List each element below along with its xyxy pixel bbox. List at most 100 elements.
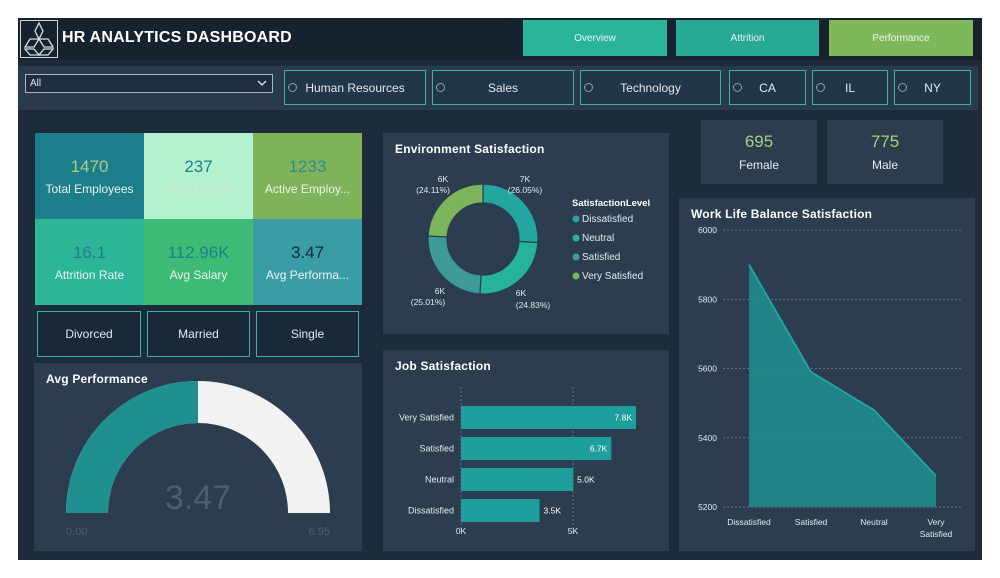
gauge-max-label: 6.95 bbox=[309, 526, 330, 538]
donut-percent-satisfied: (25.01%) bbox=[411, 297, 446, 307]
work-life-balance-panel: Work Life Balance Satisfaction 6000 5800 5… bbox=[679, 198, 975, 551]
marital-married-button[interactable]: Married bbox=[147, 311, 250, 357]
kpi-active-employees: 1233 Active Employ... bbox=[253, 133, 362, 219]
filter-dropdown-value: All bbox=[30, 78, 42, 89]
x-label-satisfied: Satisfied bbox=[795, 517, 828, 527]
slicer-technology[interactable]: Technology bbox=[580, 70, 721, 105]
slicer-label: CA bbox=[759, 80, 776, 95]
legend-item-satisfied: Satisfied bbox=[582, 252, 620, 263]
legend-item-dissatisfied: Dissatisfied bbox=[582, 214, 633, 225]
donut-label-very-satisfied: 6K bbox=[438, 174, 449, 184]
slicer-ny[interactable]: NY bbox=[894, 70, 971, 105]
gauge-chart: 3.47 0.00 6.95 bbox=[66, 381, 330, 538]
kpi-avg-salary: 112.96K Avg Salary bbox=[144, 219, 253, 305]
work-life-balance-title: Work Life Balance Satisfaction bbox=[691, 207, 873, 221]
kpi-value: 3.47 bbox=[290, 242, 325, 262]
page-title: HR ANALYTICS DASHBOARD bbox=[62, 29, 292, 46]
bar-value-neutral: 5.0K bbox=[577, 475, 595, 485]
gauge-value: 3.47 bbox=[165, 479, 231, 517]
x-label-very-satisfied: Satisfied bbox=[920, 529, 953, 539]
area-chart: 6000 5800 5600 5400 5200 Dissatisfied Satisfi… bbox=[698, 225, 961, 539]
donut-percent-neutral: (24.83%) bbox=[516, 300, 551, 310]
donut-label-dissatisfied: 7K bbox=[520, 174, 531, 184]
x-label-dissatisfied: Dissatisfied bbox=[727, 517, 771, 527]
kpi-label: Total Attrition bbox=[164, 181, 233, 196]
kpi-label: Attrition Rate bbox=[54, 267, 125, 282]
radio-icon bbox=[733, 83, 742, 92]
female-label: Female bbox=[738, 158, 779, 172]
logo-icon bbox=[20, 20, 58, 58]
bar-satisfied bbox=[461, 437, 612, 460]
gauge-min-label: 0.00 bbox=[66, 526, 87, 538]
bar-very-satisfied bbox=[461, 406, 636, 429]
legend-dot-satisfied bbox=[572, 253, 580, 261]
legend-item-neutral: Neutral bbox=[582, 233, 614, 244]
job-satisfaction-title: Job Satisfaction bbox=[395, 359, 491, 373]
bar-category-dissatisfied: Dissatisfied bbox=[408, 506, 454, 516]
slicer-label: IL bbox=[844, 80, 855, 95]
donut-slice-neutral bbox=[479, 240, 539, 295]
male-label: Male bbox=[871, 158, 898, 172]
kpi-avg-performance: 3.47 Avg Performa... bbox=[253, 219, 362, 305]
marital-divorced-button[interactable]: Divorced bbox=[37, 311, 141, 357]
slicer-human-resources[interactable]: Human Resources bbox=[284, 70, 426, 105]
kpi-label: Avg Salary bbox=[169, 267, 228, 282]
bar-value-satisfied: 6.7K bbox=[590, 444, 608, 454]
legend-dot-very-satisfied bbox=[572, 272, 580, 280]
kpi-total-employees: 1470 Total Employees bbox=[35, 133, 144, 219]
x-tick-5k: 5K bbox=[568, 526, 579, 536]
bar-category-very-satisfied: Very Satisfied bbox=[399, 413, 454, 423]
bar-value-dissatisfied: 3.5K bbox=[544, 506, 562, 516]
bar-dissatisfied bbox=[461, 499, 540, 522]
bar-value-very-satisfied: 7.8K bbox=[615, 413, 633, 423]
donut-percent-dissatisfied: (26.05%) bbox=[508, 185, 543, 195]
slicer-ca[interactable]: CA bbox=[729, 70, 806, 105]
kpi-label: Total Employees bbox=[45, 181, 134, 196]
donut-label-neutral: 6K bbox=[516, 288, 527, 298]
kpi-value: 112.96K bbox=[167, 242, 230, 262]
radio-icon bbox=[816, 83, 825, 92]
slicer-sales[interactable]: Sales bbox=[432, 70, 574, 105]
donut-slice-very-satisfied bbox=[427, 183, 484, 238]
radio-icon bbox=[288, 83, 297, 92]
attrition-nav-button[interactable]: Attrition bbox=[676, 20, 819, 56]
kpi-label: Avg Performa... bbox=[265, 267, 350, 282]
overview-nav-button[interactable]: Overview bbox=[523, 20, 667, 56]
radio-icon bbox=[584, 83, 593, 92]
kpi-value: 237 bbox=[184, 156, 213, 176]
gauge-fill bbox=[66, 381, 198, 513]
performance-nav-button[interactable]: Performance bbox=[829, 20, 973, 56]
slicer-label: NY bbox=[924, 80, 941, 95]
kpi-value: 1233 bbox=[288, 156, 327, 176]
legend-item-very-satisfied: Very Satisfied bbox=[582, 271, 643, 282]
legend-dot-dissatisfied bbox=[572, 215, 580, 223]
avg-performance-panel: Avg Performance 3.47 0.00 6.95 bbox=[34, 363, 362, 551]
kpi-attrition-rate: 16.1 Attrition Rate bbox=[35, 219, 144, 305]
x-tick-0k: 0K bbox=[456, 526, 467, 536]
bar-neutral bbox=[461, 468, 574, 491]
slicer-label: Human Resources bbox=[305, 80, 405, 95]
y-tick-6000: 6000 bbox=[698, 225, 717, 235]
environment-satisfaction-panel: Environment Satisfaction 7K (26.05%) 6K … bbox=[383, 133, 669, 334]
y-tick-5200: 5200 bbox=[698, 502, 717, 512]
header-bar: HR ANALYTICS DASHBOARD Overview Attritio… bbox=[18, 18, 982, 60]
slicer-label: Technology bbox=[620, 80, 681, 95]
bar-chart: Very Satisfied 7.8K Satisfied 6.7K Neutral 5.… bbox=[399, 387, 636, 536]
donut-percent-very-satisfied: (24.11%) bbox=[416, 185, 450, 195]
kpi-value: 16.1 bbox=[72, 242, 107, 262]
x-label-very-satisfied: Very bbox=[927, 517, 945, 527]
y-tick-5400: 5400 bbox=[698, 433, 717, 443]
slicer-il[interactable]: IL bbox=[812, 70, 888, 105]
environment-satisfaction-title: Environment Satisfaction bbox=[395, 142, 545, 156]
filter-dropdown[interactable]: All bbox=[25, 74, 273, 93]
donut-chart: 7K (26.05%) 6K (24.83%) 6K (25.01%) 6K (… bbox=[411, 174, 650, 310]
marital-single-button[interactable]: Single bbox=[256, 311, 359, 357]
legend-dot-neutral bbox=[572, 234, 580, 242]
male-count: 775 bbox=[870, 132, 900, 151]
female-count: 695 bbox=[744, 132, 774, 151]
kpi-label: Active Employ... bbox=[264, 181, 351, 196]
donut-label-satisfied: 6K bbox=[435, 286, 446, 296]
bar-category-neutral: Neutral bbox=[425, 475, 454, 485]
y-tick-5600: 5600 bbox=[698, 364, 717, 374]
kpi-value: 1470 bbox=[70, 156, 109, 176]
